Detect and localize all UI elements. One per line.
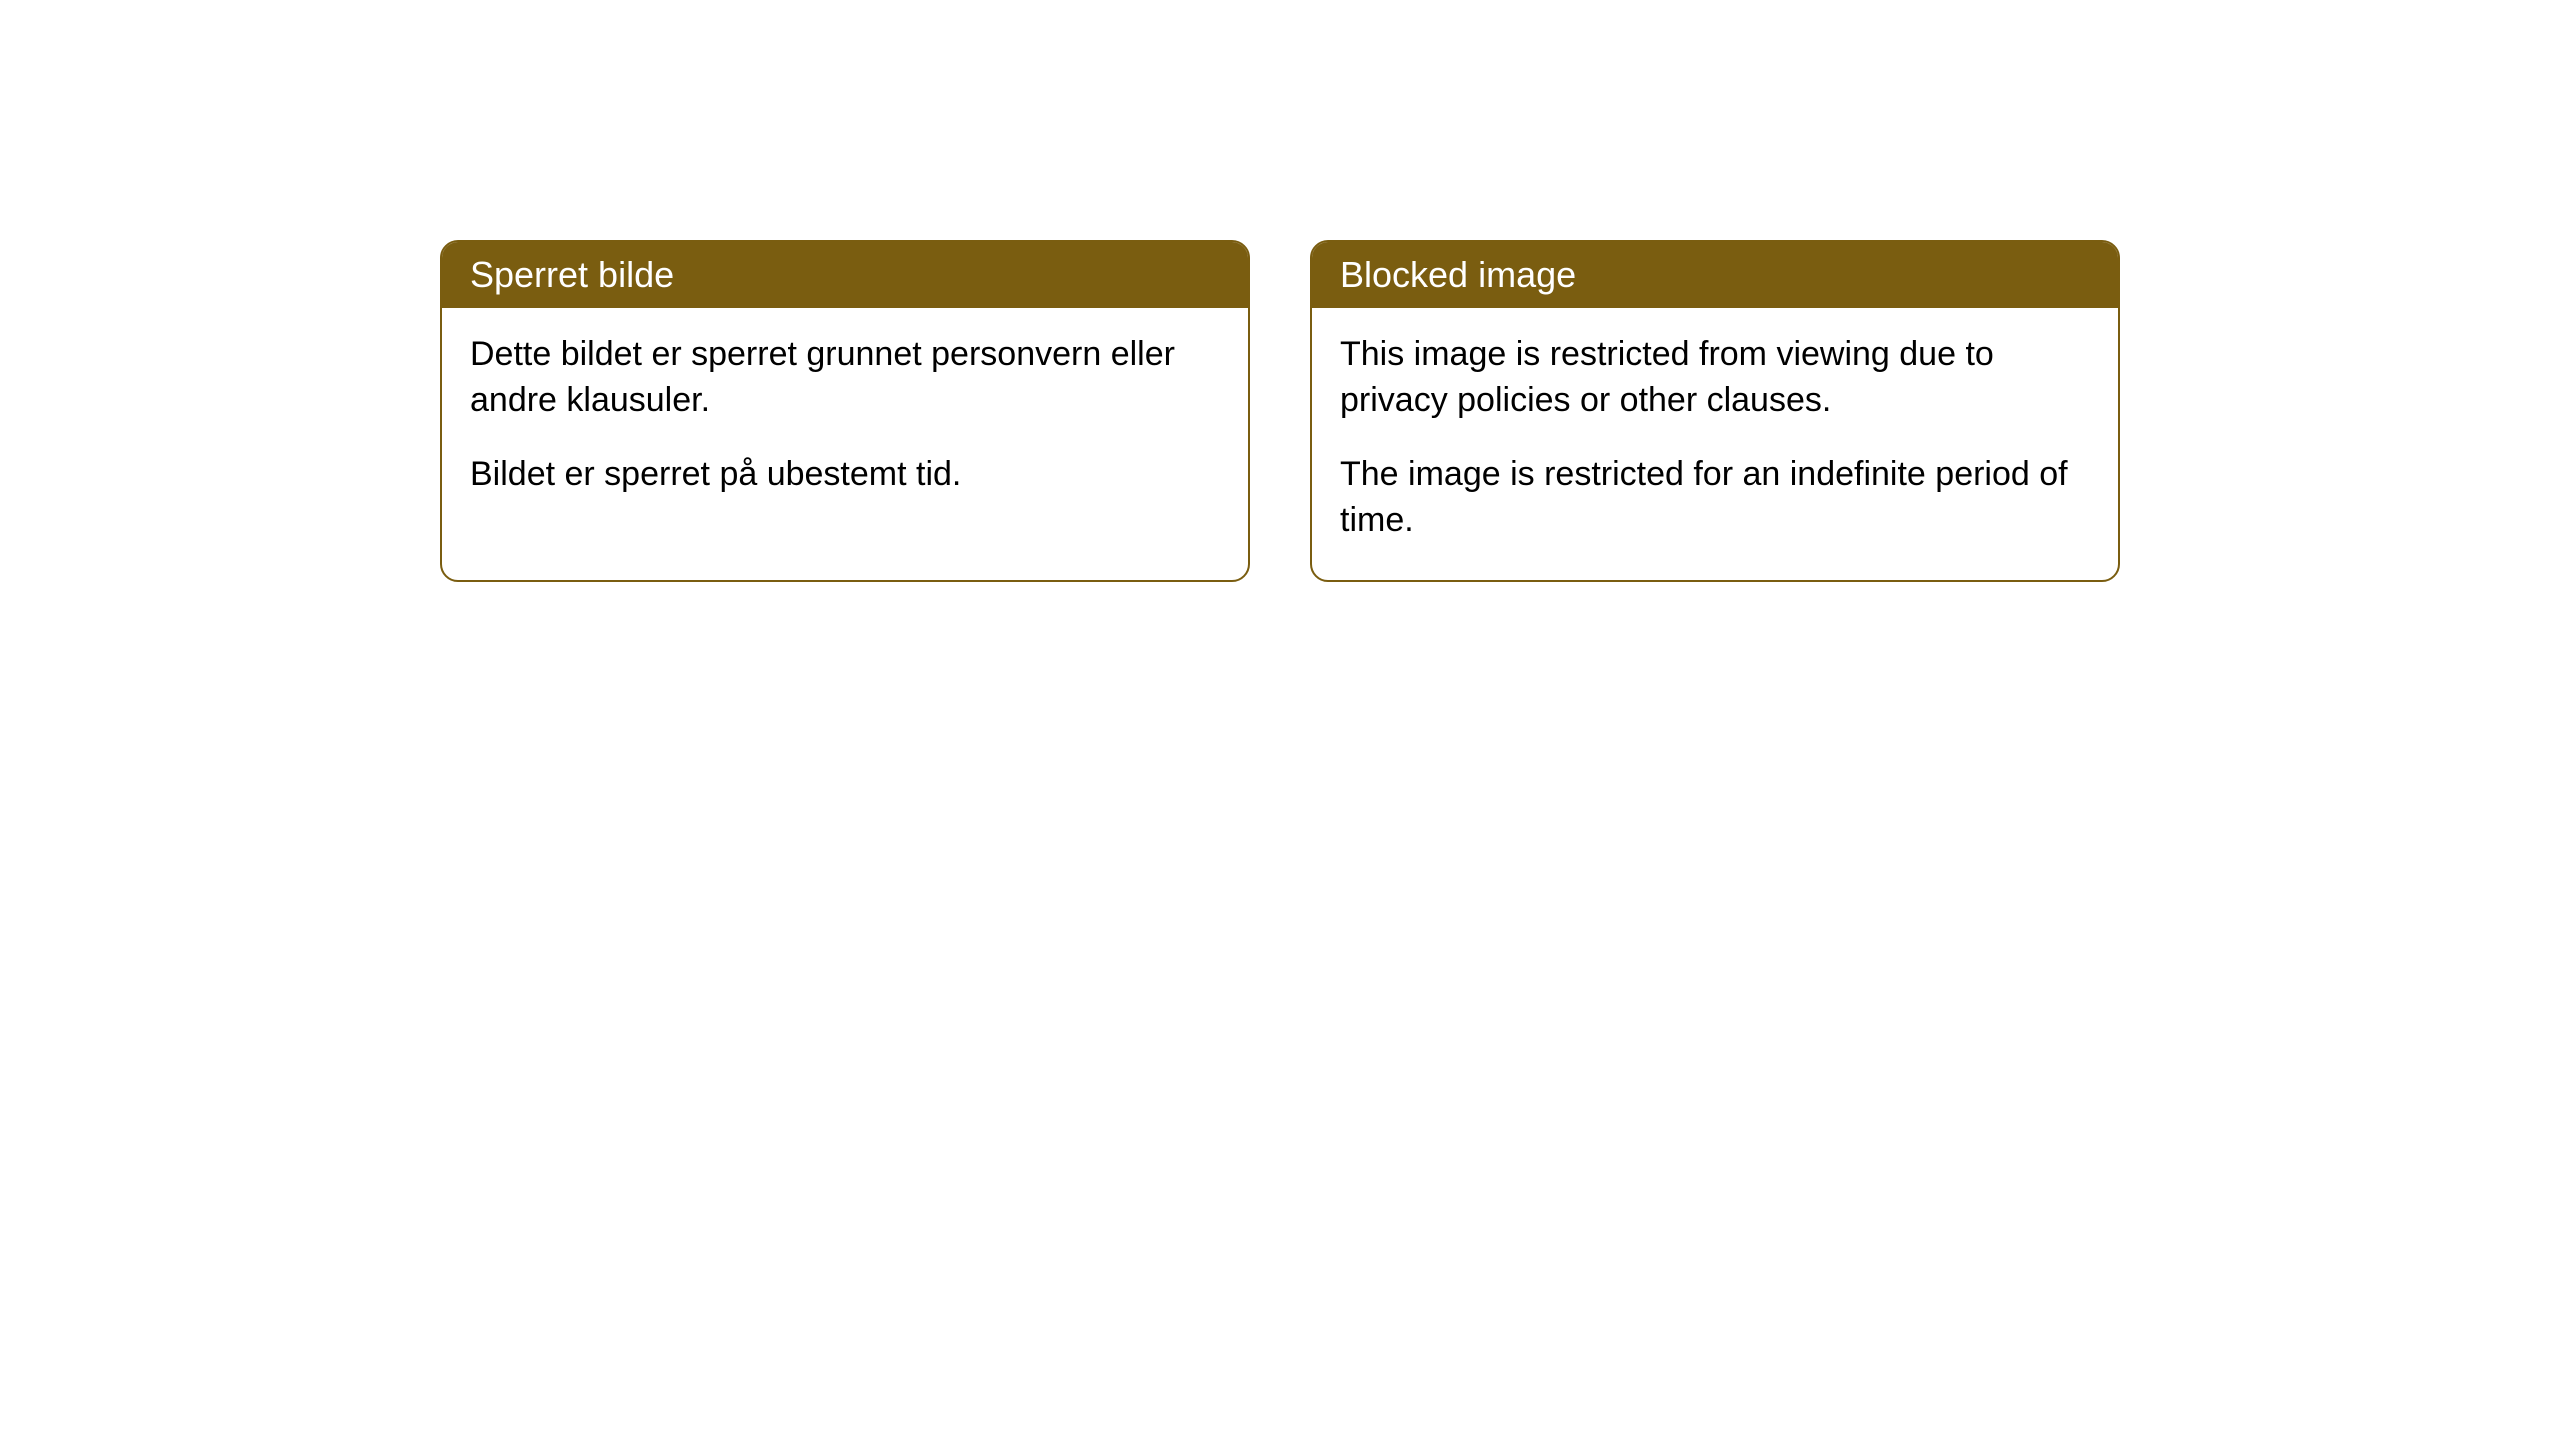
card-paragraph: The image is restricted for an indefinit… <box>1340 452 2090 544</box>
card-paragraph: Dette bildet er sperret grunnet personve… <box>470 332 1220 424</box>
notice-cards-container: Sperret bilde Dette bildet er sperret gr… <box>420 240 2140 582</box>
card-title: Sperret bilde <box>470 254 674 295</box>
notice-card-norwegian: Sperret bilde Dette bildet er sperret gr… <box>440 240 1250 582</box>
notice-card-english: Blocked image This image is restricted f… <box>1310 240 2120 582</box>
card-title: Blocked image <box>1340 254 1576 295</box>
card-body: This image is restricted from viewing du… <box>1312 308 2118 580</box>
card-paragraph: This image is restricted from viewing du… <box>1340 332 2090 424</box>
card-body: Dette bildet er sperret grunnet personve… <box>442 308 1248 534</box>
card-paragraph: Bildet er sperret på ubestemt tid. <box>470 452 1220 498</box>
card-header: Blocked image <box>1312 242 2118 308</box>
card-header: Sperret bilde <box>442 242 1248 308</box>
